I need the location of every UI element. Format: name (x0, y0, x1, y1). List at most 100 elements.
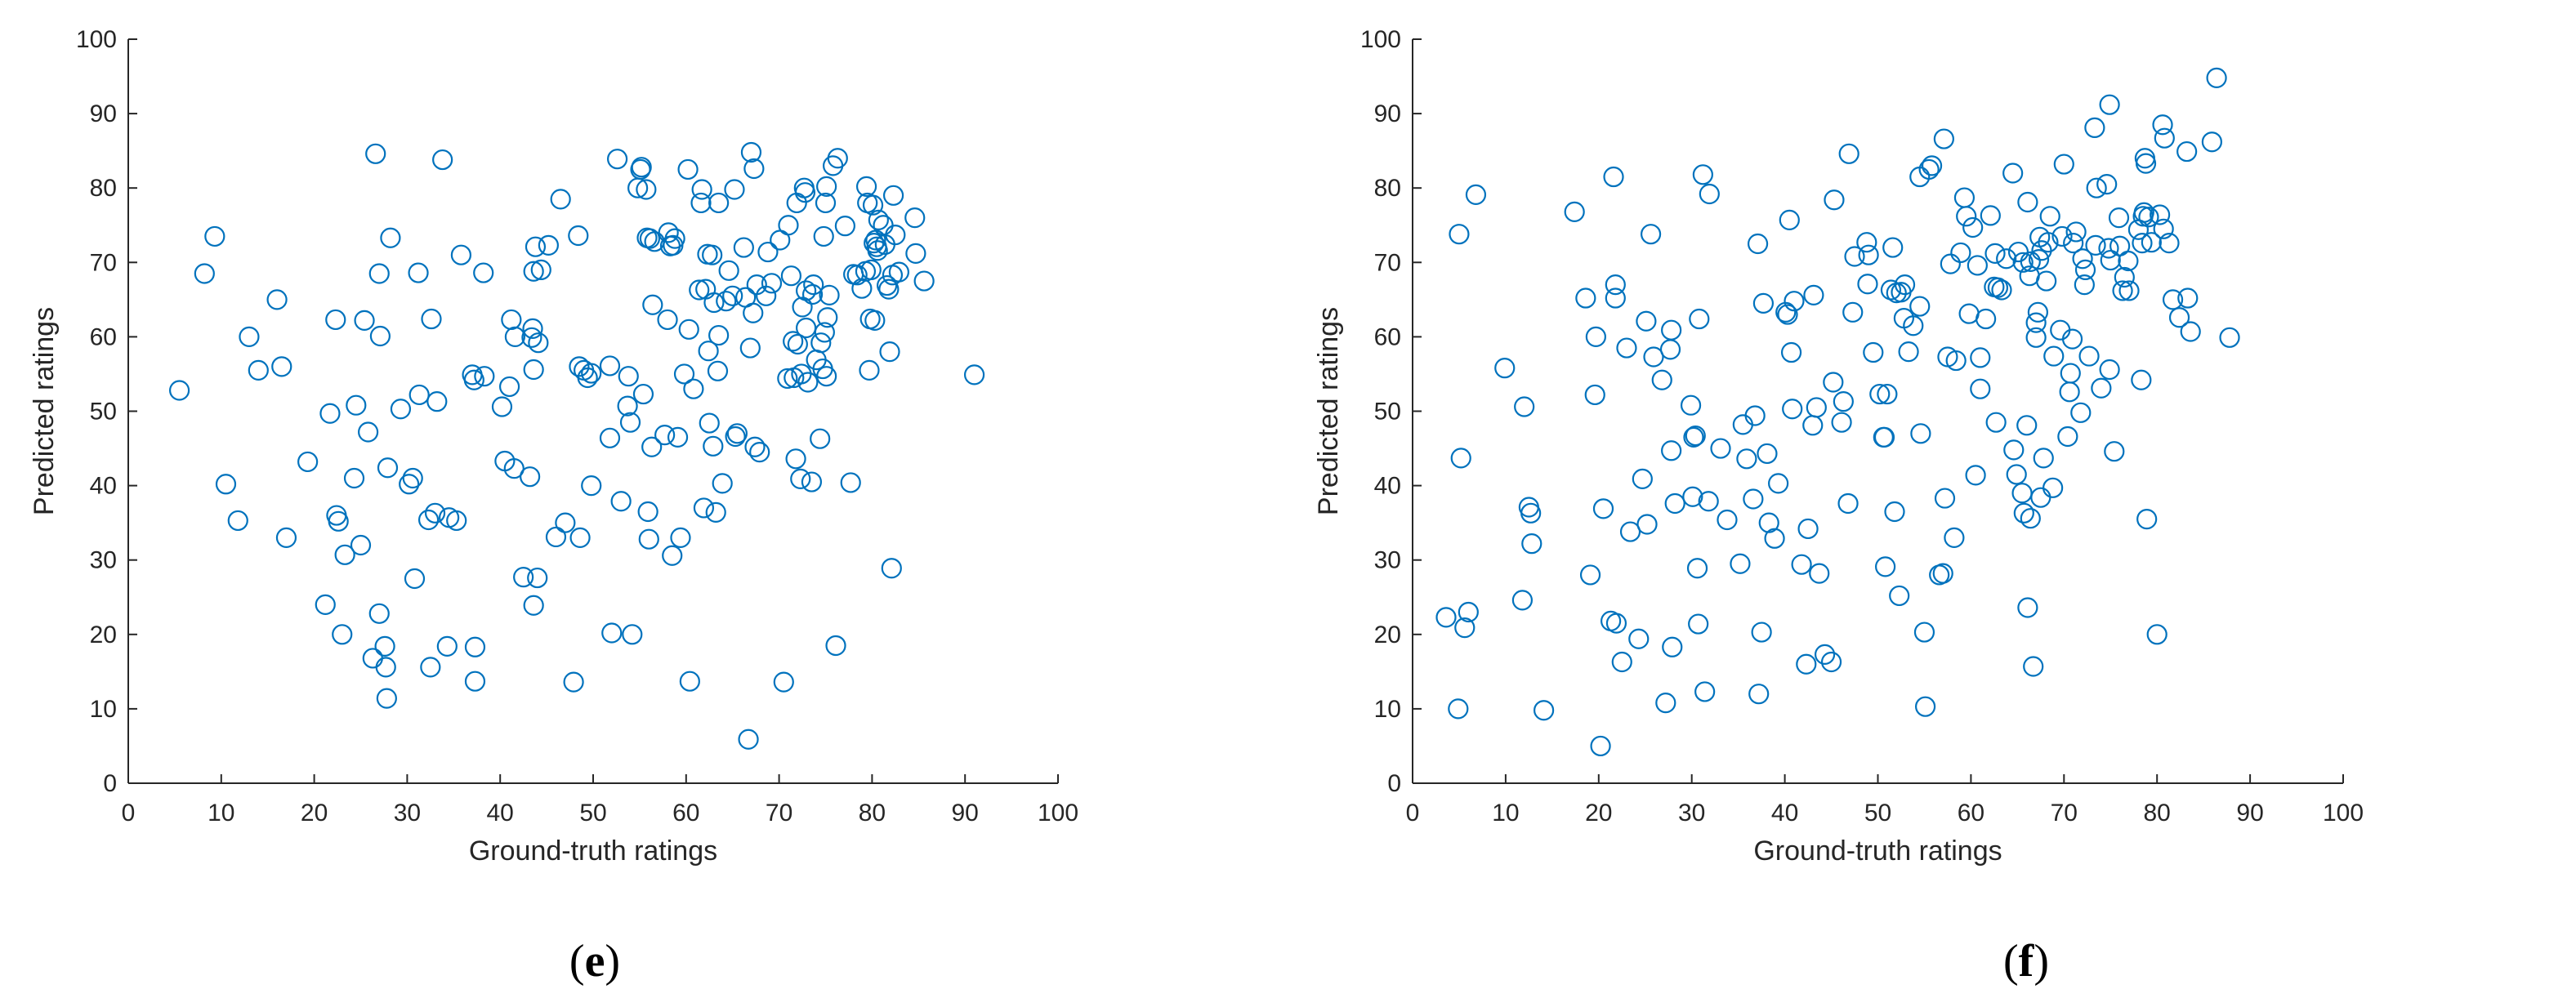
data-point (277, 528, 296, 547)
panel-label-e: (e) (569, 936, 620, 987)
x-tick-label: 20 (301, 800, 328, 827)
data-point (640, 530, 659, 549)
x-tick-label: 30 (1678, 800, 1705, 827)
data-point (2044, 347, 2063, 366)
data-point (2034, 448, 2053, 467)
data-point (1734, 415, 1752, 434)
data-point (1581, 565, 1600, 584)
data-point (1971, 348, 1989, 367)
y-tick-label: 20 (90, 622, 117, 648)
data-point (229, 511, 248, 530)
data-point (1792, 555, 1811, 574)
data-point (1804, 286, 1823, 305)
data-point (1689, 615, 1708, 634)
data-point (249, 361, 268, 380)
data-point (1730, 555, 1749, 573)
data-point (2132, 371, 2150, 390)
data-point (2037, 272, 2056, 291)
data-point (525, 596, 543, 615)
data-point (493, 398, 511, 417)
data-point (693, 180, 712, 199)
data-point (1594, 499, 1613, 518)
data-point (345, 469, 364, 488)
data-point (1449, 699, 1467, 718)
data-point (377, 657, 395, 676)
data-point (1803, 416, 1822, 434)
data-point (466, 638, 484, 657)
data-point (1717, 510, 1736, 529)
data-point (1876, 557, 1895, 576)
y-tick-label: 30 (1374, 547, 1401, 574)
data-point (842, 473, 860, 492)
data-point (2015, 504, 2034, 523)
y-axis-title: Predicted ratings (29, 307, 60, 515)
data-point (1971, 380, 1989, 399)
data-point (2031, 488, 2050, 507)
data-point (619, 367, 638, 385)
data-point (915, 272, 934, 291)
data-point (1833, 413, 1851, 432)
data-point (2071, 403, 2090, 422)
data-point (659, 310, 677, 329)
data-point (663, 546, 681, 565)
data-point (1883, 238, 1902, 257)
data-point (1743, 489, 1762, 508)
y-tick-label: 0 (103, 770, 117, 797)
data-point (679, 160, 698, 179)
data-point (391, 399, 410, 418)
data-point (1757, 444, 1776, 463)
data-point (1951, 243, 1970, 262)
data-point (404, 469, 422, 488)
y-axis-title: Predicted ratings (1313, 307, 1344, 515)
data-point (409, 264, 428, 283)
data-point (741, 339, 760, 358)
data-point (217, 475, 235, 493)
data-point (381, 229, 400, 247)
y-tick-label: 60 (90, 323, 117, 350)
data-point (272, 357, 291, 376)
data-point (779, 216, 797, 234)
y-tick-label: 90 (1374, 100, 1401, 127)
data-point (569, 226, 587, 245)
data-point (2080, 347, 2099, 366)
data-point (844, 265, 863, 283)
data-point (775, 673, 793, 692)
data-point (1935, 489, 1954, 508)
data-point (782, 266, 801, 285)
data-point (2177, 142, 2196, 161)
data-point (757, 287, 775, 305)
data-point (1900, 342, 1918, 361)
data-point (2003, 163, 2022, 182)
data-point (2203, 132, 2221, 151)
data-point (1754, 294, 1773, 313)
data-point (268, 290, 287, 309)
data-point (1915, 623, 1934, 642)
data-point (1661, 340, 1680, 359)
data-point (1663, 638, 1681, 657)
data-point (2221, 328, 2239, 347)
data-point (1662, 321, 1681, 340)
data-point (1807, 398, 1826, 417)
data-point (1780, 211, 1799, 229)
data-point (502, 310, 520, 329)
data-point (2051, 321, 2069, 340)
data-point (1810, 564, 1828, 583)
data-point (836, 216, 855, 235)
data-point (717, 292, 735, 310)
data-point (882, 559, 901, 577)
data-point (351, 536, 370, 555)
data-point (433, 150, 452, 169)
data-point (1638, 515, 1657, 533)
data-point (2041, 207, 2060, 225)
data-point (400, 475, 418, 493)
data-point (370, 264, 389, 283)
data-point (500, 377, 519, 396)
y-tick-label: 40 (90, 473, 117, 500)
data-point (547, 528, 565, 546)
data-point (703, 437, 722, 456)
data-point (2097, 175, 2116, 194)
y-tick-label: 80 (1374, 175, 1401, 202)
data-point (707, 503, 725, 522)
data-point (2148, 625, 2167, 644)
data-point (1824, 372, 1842, 391)
